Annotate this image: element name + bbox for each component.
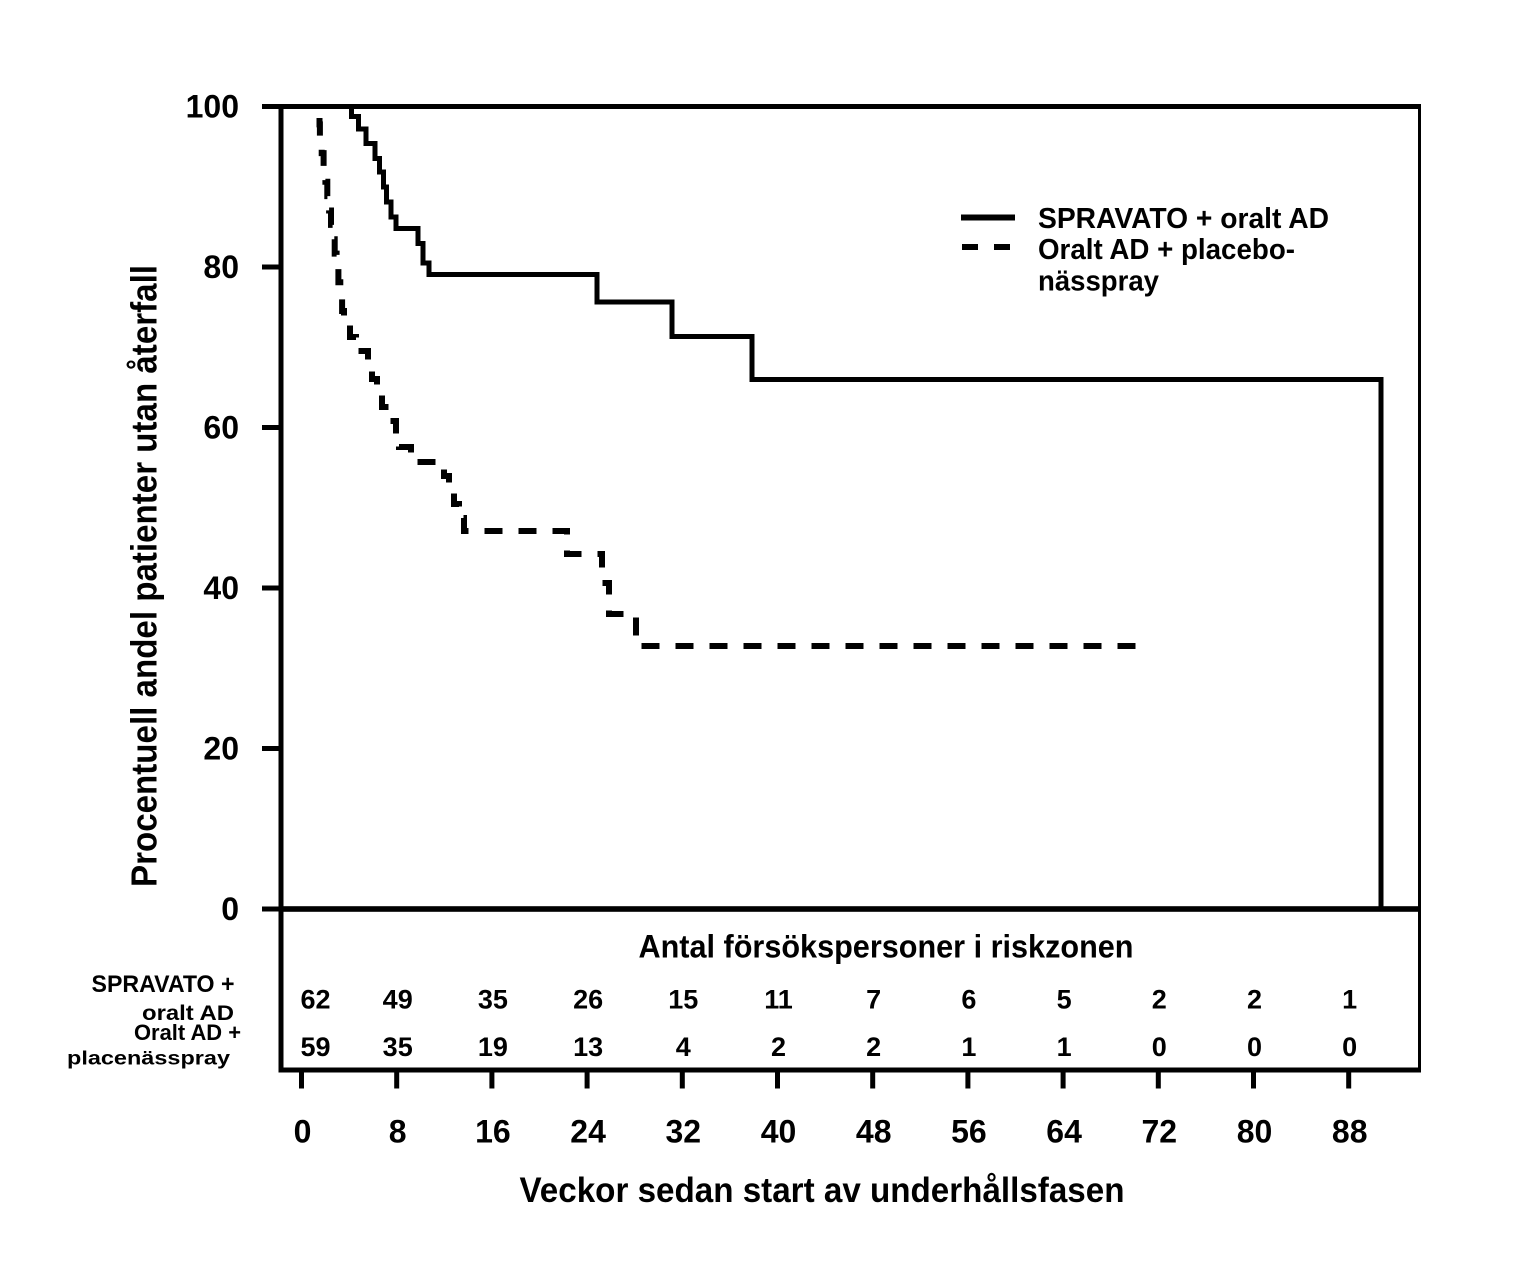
svg-text:4: 4 <box>676 1032 691 1062</box>
svg-text:0: 0 <box>294 1114 312 1150</box>
svg-text:100: 100 <box>186 89 239 125</box>
svg-text:60: 60 <box>203 410 239 446</box>
svg-text:40: 40 <box>761 1114 797 1150</box>
svg-text:19: 19 <box>478 1032 508 1062</box>
svg-text:20: 20 <box>203 731 239 767</box>
svg-text:56: 56 <box>951 1114 987 1150</box>
svg-text:80: 80 <box>1237 1114 1273 1150</box>
svg-text:oralt AD: oralt AD <box>142 1001 234 1025</box>
svg-text:Oralt AD + placebo-: Oralt AD + placebo- <box>1038 234 1295 266</box>
svg-text:0: 0 <box>221 891 239 927</box>
svg-text:2: 2 <box>771 1032 786 1062</box>
svg-text:2: 2 <box>1152 985 1167 1015</box>
svg-text:7: 7 <box>866 985 881 1015</box>
svg-text:Veckor sedan start av underhål: Veckor sedan start av underhållsfasen <box>520 1171 1125 1210</box>
svg-text:35: 35 <box>478 985 508 1015</box>
svg-text:0: 0 <box>1342 1032 1357 1062</box>
svg-text:26: 26 <box>573 985 603 1015</box>
svg-text:Procentuell andel patienter ut: Procentuell andel patienter utan återfal… <box>123 265 164 887</box>
svg-text:49: 49 <box>383 985 413 1015</box>
svg-text:0: 0 <box>1152 1032 1167 1062</box>
svg-text:2: 2 <box>866 1032 881 1062</box>
svg-text:72: 72 <box>1142 1114 1178 1150</box>
svg-text:0: 0 <box>1247 1032 1262 1062</box>
svg-text:80: 80 <box>203 249 239 285</box>
svg-text:16: 16 <box>475 1114 511 1150</box>
svg-text:11: 11 <box>764 985 793 1015</box>
svg-text:1: 1 <box>1057 1032 1072 1062</box>
svg-text:59: 59 <box>300 1032 330 1062</box>
svg-text:64: 64 <box>1046 1114 1082 1150</box>
svg-text:1: 1 <box>961 1032 976 1062</box>
svg-text:88: 88 <box>1332 1114 1368 1150</box>
svg-text:1: 1 <box>1342 985 1357 1015</box>
svg-text:48: 48 <box>856 1114 892 1150</box>
svg-text:40: 40 <box>203 570 239 606</box>
svg-text:nässpray: nässpray <box>1038 266 1159 298</box>
svg-text:Antal försökspersoner i riskzo: Antal försökspersoner i riskzonen <box>639 929 1134 965</box>
svg-text:Oralt AD +: Oralt AD + <box>134 1020 241 1045</box>
svg-text:SPRAVATO + oralt AD: SPRAVATO + oralt AD <box>1038 203 1329 235</box>
svg-text:placenässpray: placenässpray <box>67 1049 231 1070</box>
svg-text:13: 13 <box>573 1032 603 1062</box>
svg-text:35: 35 <box>383 1032 413 1062</box>
svg-text:6: 6 <box>961 985 976 1015</box>
svg-text:8: 8 <box>389 1114 407 1150</box>
svg-text:15: 15 <box>668 985 698 1015</box>
svg-text:SPRAVATO +: SPRAVATO + <box>92 971 235 998</box>
svg-text:2: 2 <box>1247 985 1262 1015</box>
svg-text:5: 5 <box>1057 985 1072 1015</box>
svg-text:32: 32 <box>666 1114 702 1150</box>
svg-text:62: 62 <box>300 985 330 1015</box>
svg-text:24: 24 <box>570 1114 606 1150</box>
